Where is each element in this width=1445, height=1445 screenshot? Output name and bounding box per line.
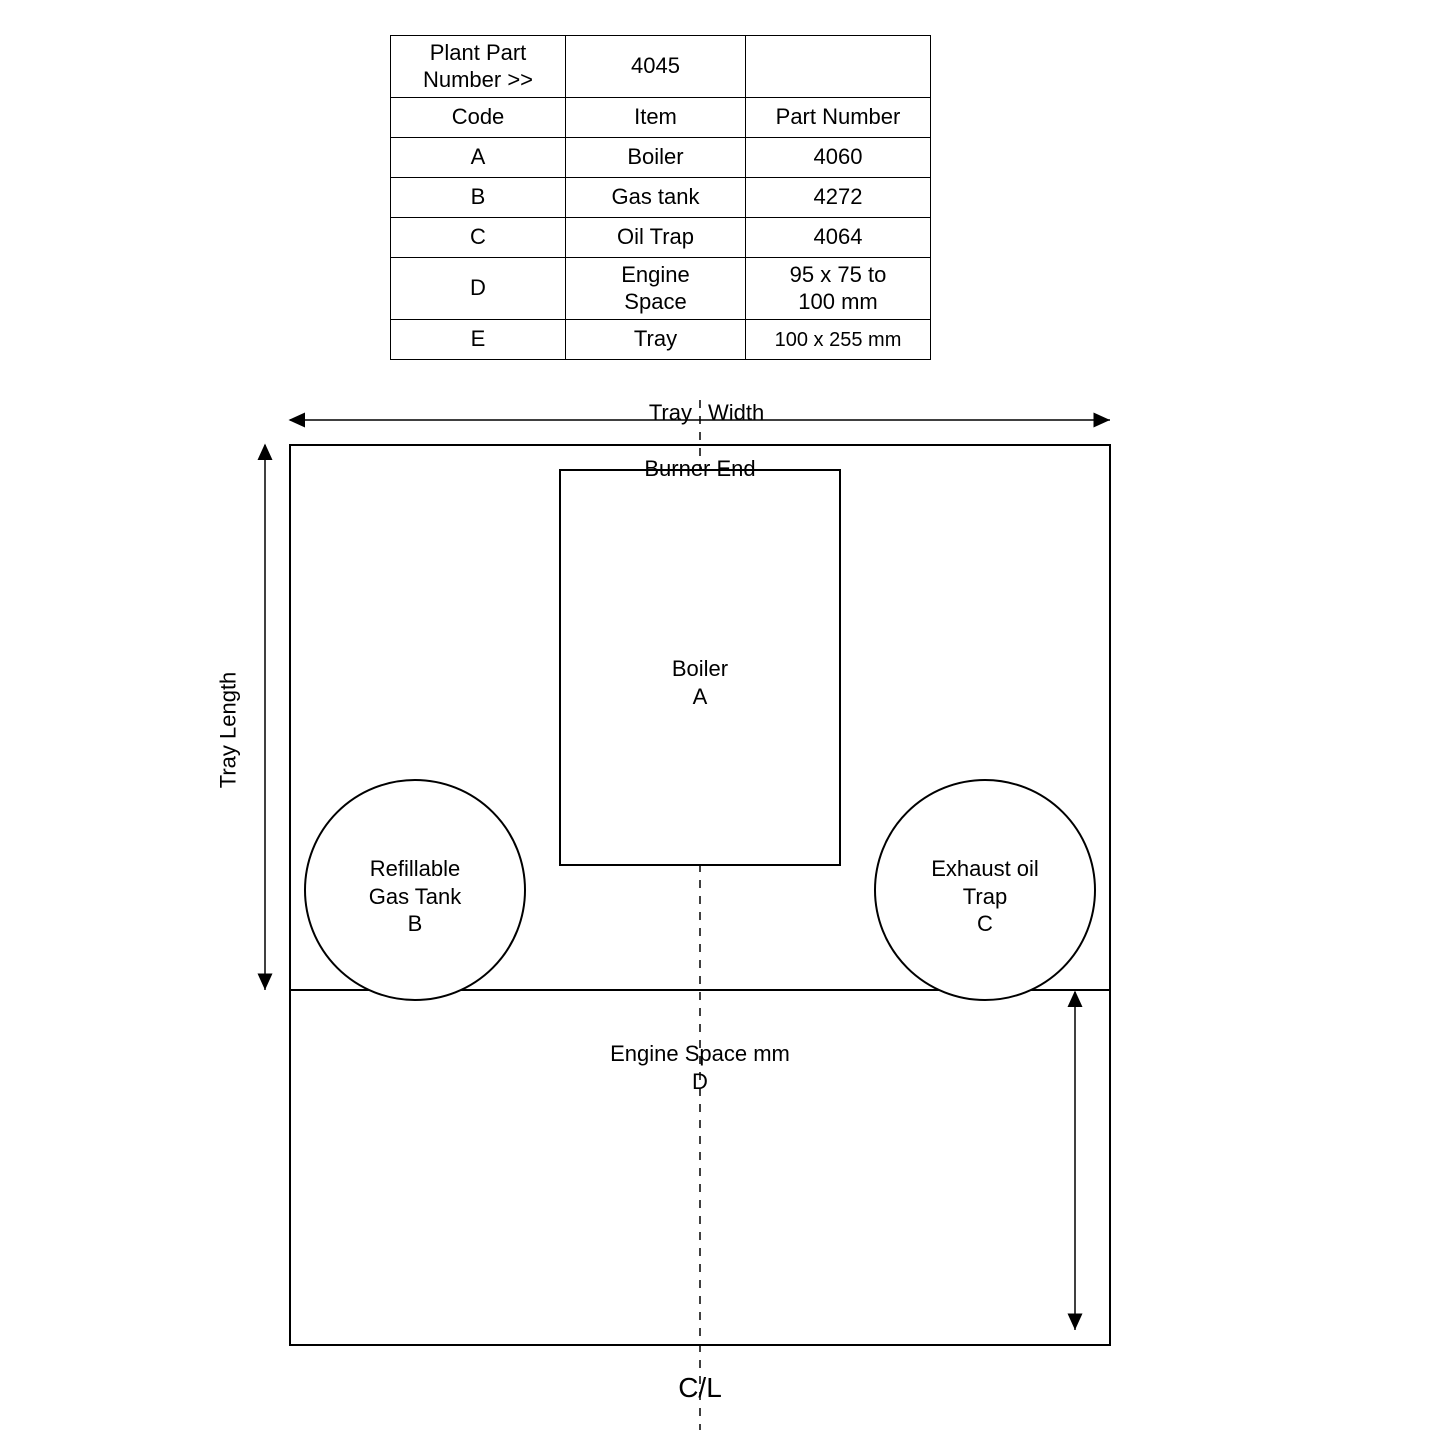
tray_length-label: Tray Length xyxy=(215,672,243,789)
gas_tank_b-label: RefillableGas TankB xyxy=(369,855,462,938)
page-container: Plant PartNumber >>4045CodeItemPart Numb… xyxy=(0,0,1445,1445)
tray_width-label-right: Width xyxy=(708,400,764,426)
cl-label: C/L xyxy=(678,1370,722,1405)
oil_trap_c-label: Exhaust oilTrapC xyxy=(931,855,1039,938)
burner_end-label: Burner End xyxy=(644,455,755,483)
engine_d-label: Engine Space mmD xyxy=(610,1040,790,1095)
tray_width-label-left: Tray xyxy=(649,400,692,426)
boiler_a-label: BoilerA xyxy=(672,655,728,710)
